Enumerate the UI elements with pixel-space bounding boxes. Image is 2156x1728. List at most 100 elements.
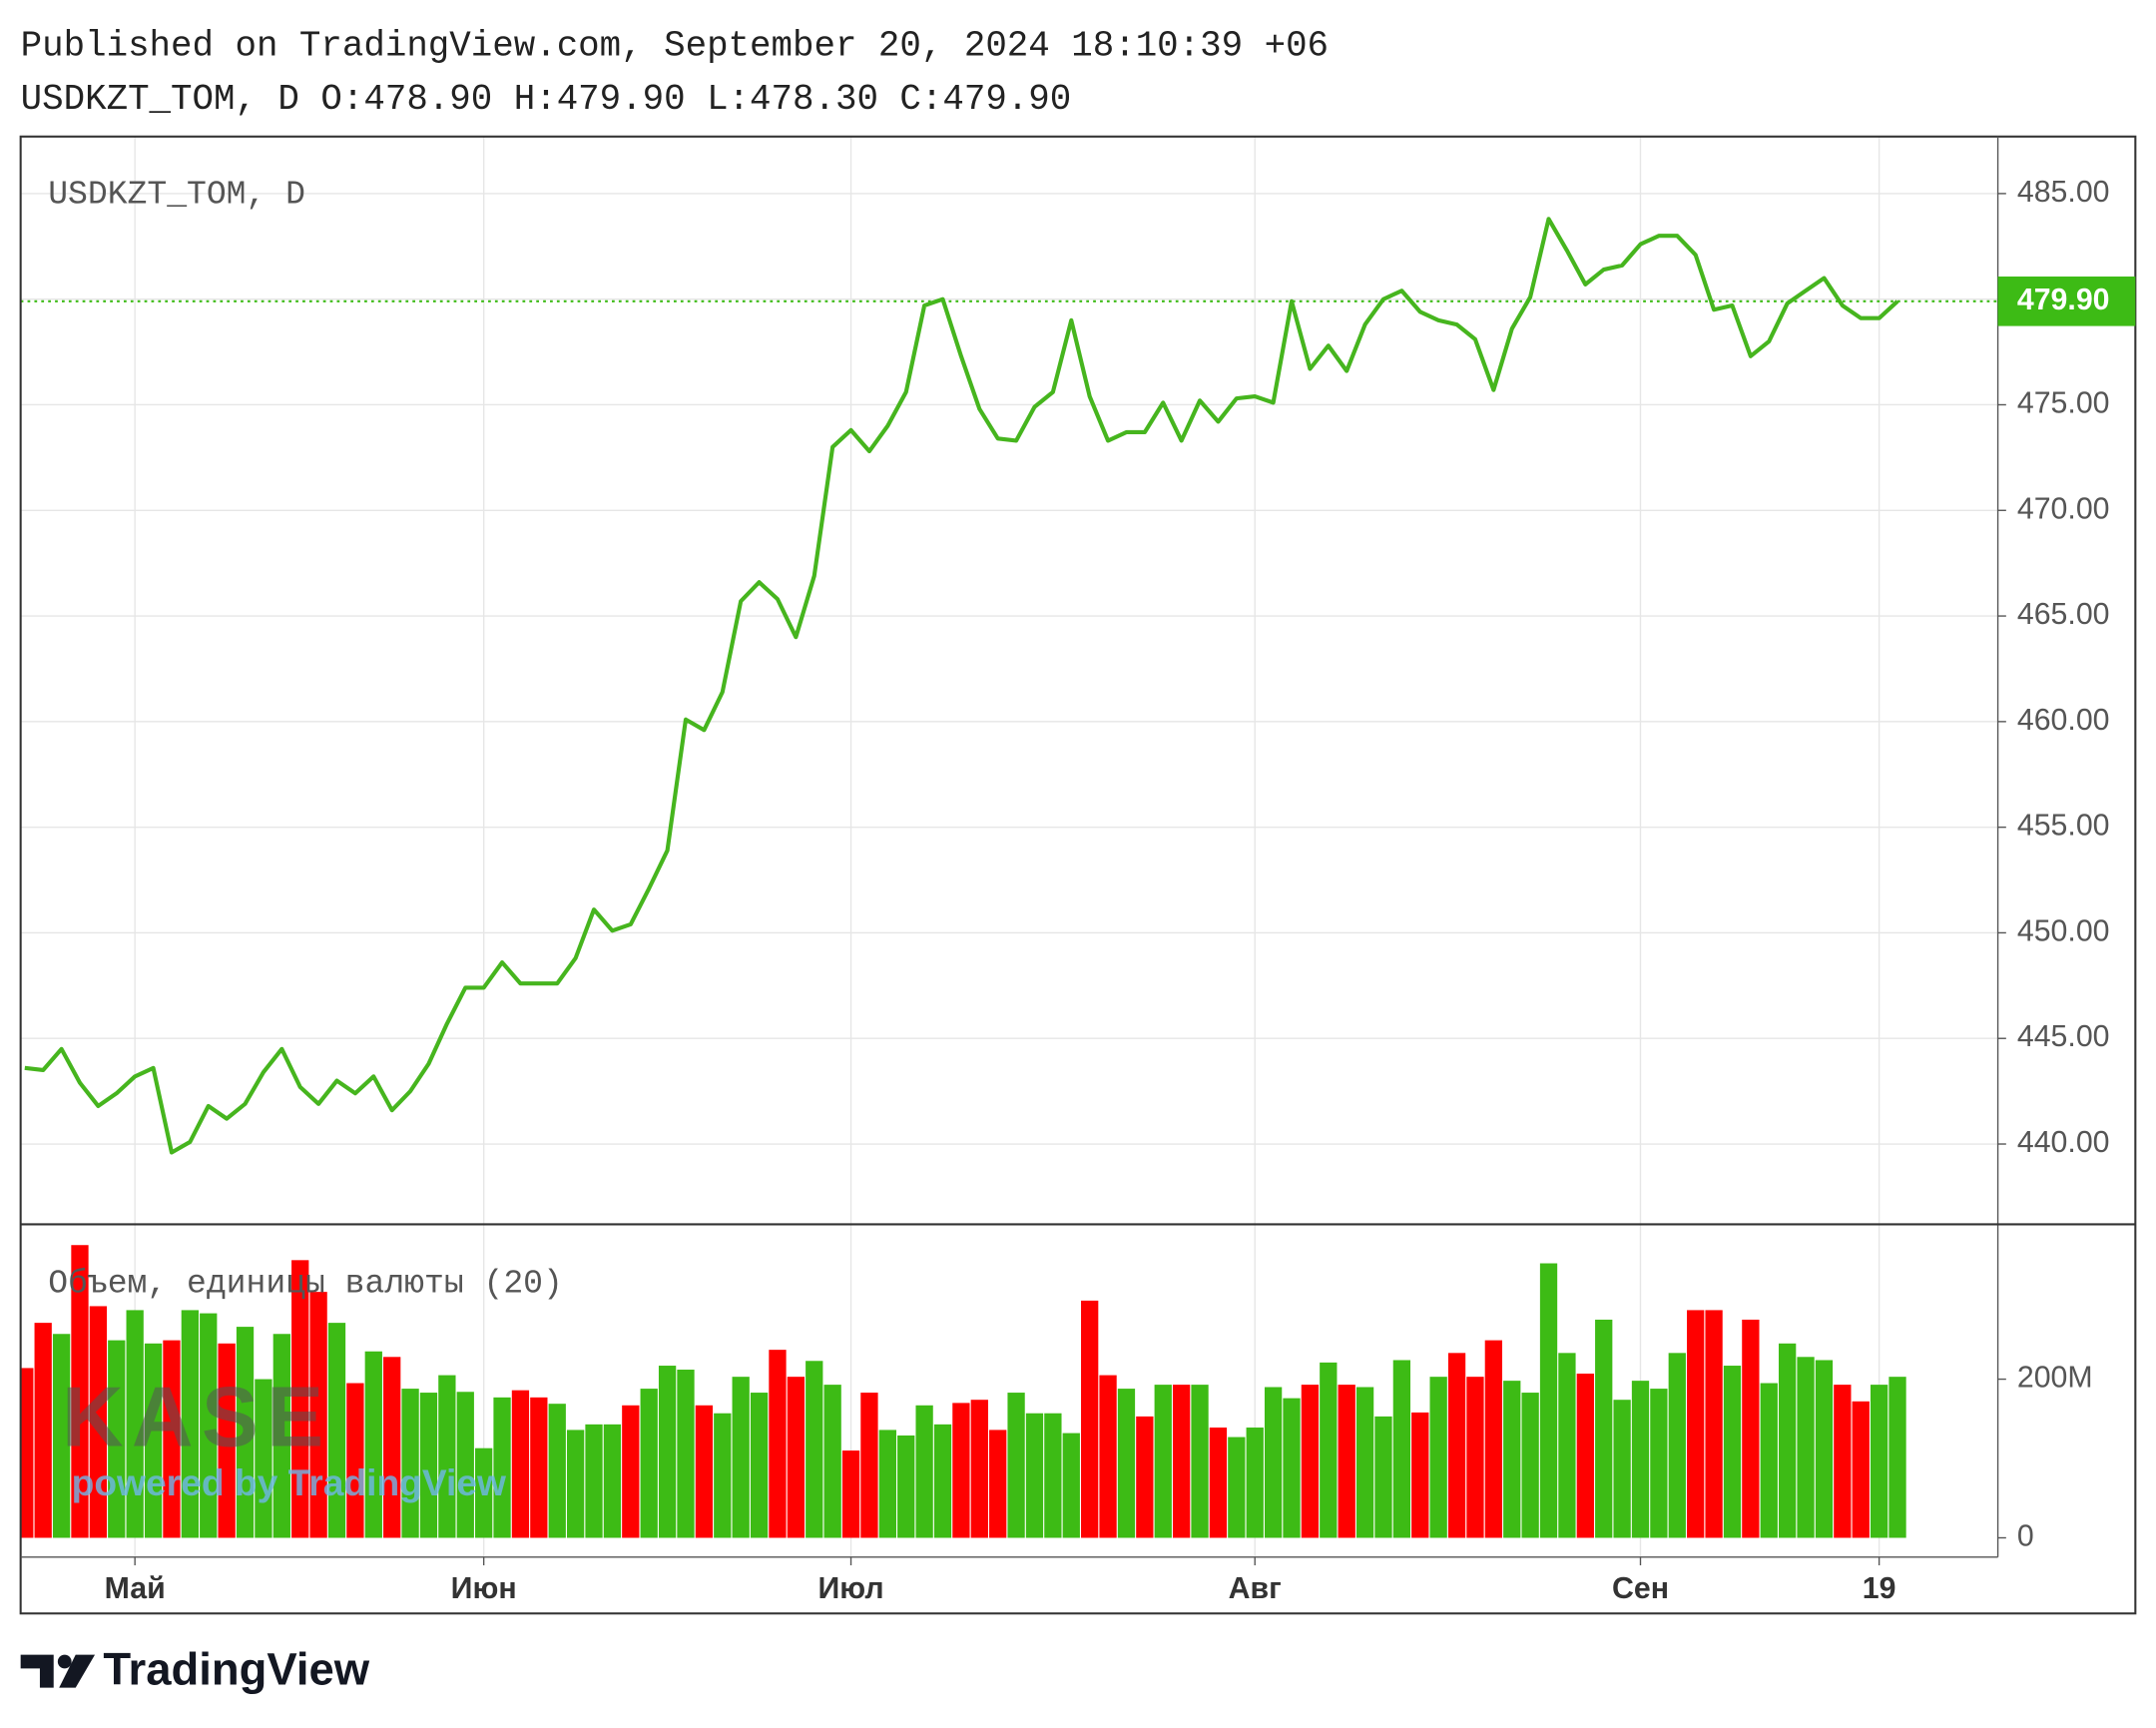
y-tick-label: 450.00 [2017, 914, 2110, 947]
volume-bar [530, 1397, 548, 1538]
volume-bar [181, 1310, 199, 1538]
y-tick-label: 485.00 [2017, 176, 2110, 209]
volume-bar [806, 1361, 823, 1538]
volume-bar [1539, 1263, 1558, 1538]
volume-bar [438, 1375, 456, 1538]
volume-bar [272, 1334, 290, 1538]
volume-bar [1466, 1377, 1484, 1538]
y-tick-label: 445.00 [2017, 1020, 2110, 1053]
volume-bar [1154, 1385, 1172, 1538]
volume-bar [383, 1357, 401, 1538]
volume-bar [1870, 1385, 1888, 1538]
volume-bar [1264, 1387, 1283, 1538]
volume-bar [1503, 1381, 1521, 1538]
x-tick-label: 19 [1863, 1572, 1896, 1605]
volume-bar [989, 1430, 1007, 1538]
volume-bar [1191, 1385, 1209, 1538]
volume-bar [1521, 1393, 1539, 1538]
volume-bar [1301, 1385, 1320, 1538]
volume-bar [1613, 1400, 1631, 1538]
volume-bar [126, 1310, 144, 1538]
volume-bar [364, 1351, 382, 1538]
volume-bar [163, 1340, 181, 1538]
volume-bar [1650, 1389, 1668, 1538]
quote-line: USDKZT_TOM, D O:478.90 H:479.90 L:478.30… [21, 79, 1072, 120]
volume-bar [236, 1327, 255, 1538]
volume-bar [291, 1260, 309, 1538]
volume-bar [1117, 1389, 1136, 1538]
last-price-box [1997, 277, 2136, 326]
volume-bar [732, 1377, 750, 1538]
volume-bar [1742, 1319, 1760, 1538]
volume-bar [1852, 1401, 1870, 1538]
volume-bar [89, 1306, 108, 1538]
volume-bar [714, 1413, 732, 1538]
volume-bar [1025, 1413, 1044, 1538]
volume-bar [841, 1450, 860, 1538]
volume-bar [71, 1245, 89, 1538]
volume-bar [1136, 1416, 1154, 1538]
volume-bar [401, 1389, 419, 1538]
plot-area [20, 217, 1998, 1538]
volume-bar [1044, 1413, 1062, 1538]
watermark-logo: KASE [62, 1371, 331, 1465]
y-tick-label: 440.00 [2017, 1126, 2110, 1159]
volume-bar [897, 1435, 915, 1538]
volume-bar [200, 1313, 218, 1538]
volume-bar [1576, 1373, 1594, 1538]
volume-bar [1172, 1385, 1191, 1538]
volume-bar [1687, 1310, 1705, 1538]
volume-bar [1705, 1310, 1723, 1538]
x-tick-label: Авг [1229, 1572, 1282, 1605]
volume-bar [1062, 1433, 1080, 1538]
volume-bar [952, 1403, 970, 1538]
volume-bar [1338, 1385, 1355, 1538]
volume-bar [878, 1430, 896, 1538]
volume-bar [475, 1447, 493, 1538]
volume-bar [1283, 1398, 1301, 1538]
y-tick-label: 455.00 [2017, 810, 2110, 843]
volume-bar [1815, 1360, 1834, 1538]
volume-bar [20, 1368, 34, 1538]
volume-bar [1355, 1387, 1374, 1538]
volume-bar [1888, 1377, 1906, 1538]
volume-bar [346, 1383, 364, 1538]
volume-bar [1558, 1353, 1576, 1538]
frame [19, 135, 2137, 1615]
volume-bar [1007, 1393, 1025, 1538]
volume-bar [566, 1430, 585, 1538]
footer-logo-icon [20, 1654, 96, 1688]
volume-bar [1668, 1353, 1686, 1538]
x-tick-label: Июл [817, 1572, 883, 1605]
volume-bar [255, 1379, 272, 1538]
volume-bar [1723, 1366, 1742, 1538]
y2-tick-label: 0 [2017, 1520, 2034, 1553]
volume-bar [823, 1385, 841, 1538]
volume-bar [640, 1389, 658, 1538]
volume-bar [1320, 1362, 1338, 1538]
volume-bar [933, 1424, 952, 1538]
volume-bar [1374, 1416, 1392, 1538]
volume-bar [1834, 1385, 1852, 1538]
volume-bar [860, 1393, 878, 1538]
volume-bar [695, 1405, 714, 1538]
volume-bar [1484, 1340, 1502, 1538]
y2-tick-label: 200M [2017, 1362, 2093, 1395]
x-tick-label: Май [105, 1572, 166, 1605]
volume-bar [218, 1343, 236, 1538]
volume-bar [144, 1343, 163, 1538]
y-tick-label: 475.00 [2017, 386, 2110, 419]
volume-bar [493, 1397, 511, 1538]
volume-bar [327, 1323, 346, 1538]
volume-bar [511, 1390, 530, 1538]
volume-bar [419, 1393, 438, 1538]
volume-bar [1447, 1353, 1466, 1538]
volume-bar [970, 1400, 988, 1538]
volume-bar [548, 1404, 566, 1538]
volume-bar [1246, 1428, 1264, 1538]
y-tick-label: 465.00 [2017, 598, 2110, 631]
volume-bar [769, 1350, 787, 1538]
volume-bar [1760, 1383, 1778, 1538]
volume-bar [658, 1366, 677, 1538]
